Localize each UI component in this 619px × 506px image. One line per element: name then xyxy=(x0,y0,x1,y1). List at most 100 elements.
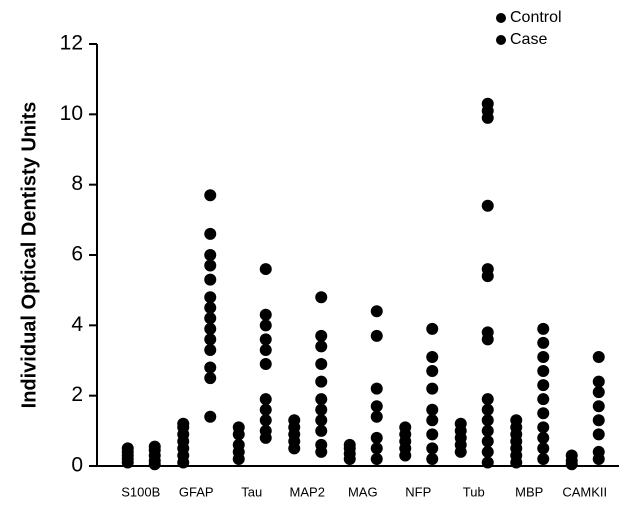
dot xyxy=(537,365,550,378)
dot xyxy=(315,438,328,451)
dot xyxy=(315,329,328,342)
y-tick-label: 10 xyxy=(60,102,83,125)
dot xyxy=(426,452,439,465)
dot xyxy=(259,308,272,321)
dot xyxy=(259,263,272,276)
x-tick-label: GFAP xyxy=(179,484,214,499)
dot xyxy=(204,291,217,304)
dot xyxy=(481,435,494,448)
x-tick-label: MAG xyxy=(348,484,378,499)
dot xyxy=(315,414,328,427)
dot xyxy=(370,382,383,395)
dot xyxy=(204,301,217,314)
dot xyxy=(259,358,272,371)
x-tick-label: CAMKII xyxy=(562,484,607,499)
legend-marker xyxy=(496,35,506,45)
x-tick-label: Tau xyxy=(241,484,262,499)
dot xyxy=(148,440,161,453)
dot xyxy=(426,365,439,378)
dot xyxy=(426,442,439,455)
dot xyxy=(426,350,439,363)
dot xyxy=(481,414,494,427)
dot xyxy=(592,414,605,427)
dot xyxy=(426,322,439,335)
dot xyxy=(454,417,467,430)
y-axis-label: Individual Optical Dentisty Units xyxy=(18,102,40,409)
dot xyxy=(315,403,328,416)
dot xyxy=(288,414,301,427)
dot xyxy=(426,428,439,441)
dot xyxy=(481,456,494,469)
dot xyxy=(592,445,605,458)
dot xyxy=(399,421,412,434)
dot xyxy=(315,393,328,406)
dot xyxy=(177,417,190,430)
dot xyxy=(232,438,245,451)
y-tick-label: 0 xyxy=(71,454,83,477)
dot xyxy=(370,305,383,318)
dot xyxy=(204,273,217,286)
dot xyxy=(315,340,328,353)
dot xyxy=(481,445,494,458)
dot xyxy=(537,431,550,444)
y-tick-label: 4 xyxy=(71,313,83,336)
dot xyxy=(370,452,383,465)
dot xyxy=(481,403,494,416)
dot xyxy=(481,97,494,110)
dot xyxy=(537,322,550,335)
y-tick-label: 12 xyxy=(60,32,83,55)
dot xyxy=(232,421,245,434)
dot xyxy=(259,424,272,437)
dot xyxy=(204,227,217,240)
dot xyxy=(510,414,523,427)
dot xyxy=(259,343,272,356)
x-tick-label: NFP xyxy=(405,484,431,499)
dot xyxy=(204,249,217,261)
dot xyxy=(259,319,272,332)
dot xyxy=(370,410,383,423)
dot xyxy=(259,403,272,416)
dot xyxy=(481,199,494,212)
y-tick-label: 8 xyxy=(71,172,83,195)
dot xyxy=(426,382,439,395)
dot xyxy=(343,438,356,451)
legend-marker xyxy=(496,13,506,23)
dot xyxy=(537,379,550,392)
dot xyxy=(592,386,605,399)
dot xyxy=(537,407,550,420)
dot xyxy=(259,393,272,406)
dot xyxy=(204,410,217,423)
dot xyxy=(204,361,217,374)
dot xyxy=(426,403,439,416)
dot xyxy=(426,414,439,427)
dot xyxy=(204,333,217,346)
x-tick-label: MBP xyxy=(515,484,543,499)
dot xyxy=(370,329,383,342)
dot xyxy=(537,421,550,434)
dot xyxy=(315,291,328,304)
dot xyxy=(315,358,328,371)
dot xyxy=(315,375,328,388)
legend-label: Control xyxy=(510,9,562,26)
dot xyxy=(204,322,217,335)
y-tick-label: 2 xyxy=(71,383,83,406)
dot xyxy=(121,442,134,455)
dot xyxy=(537,350,550,363)
dot xyxy=(204,372,217,385)
x-tick-label: MAP2 xyxy=(290,484,325,499)
dot xyxy=(370,442,383,455)
y-tick-label: 6 xyxy=(71,243,83,266)
dot xyxy=(481,393,494,406)
dot xyxy=(315,424,328,437)
x-tick-label: S100B xyxy=(121,484,160,499)
legend-label: Case xyxy=(510,31,547,48)
dot xyxy=(370,431,383,444)
dot xyxy=(204,343,217,356)
dot xyxy=(565,449,578,462)
x-tick-label: Tub xyxy=(463,484,485,499)
dot xyxy=(259,333,272,346)
dot xyxy=(204,312,217,325)
dot xyxy=(537,452,550,465)
dot xyxy=(592,428,605,441)
dot xyxy=(204,259,217,272)
